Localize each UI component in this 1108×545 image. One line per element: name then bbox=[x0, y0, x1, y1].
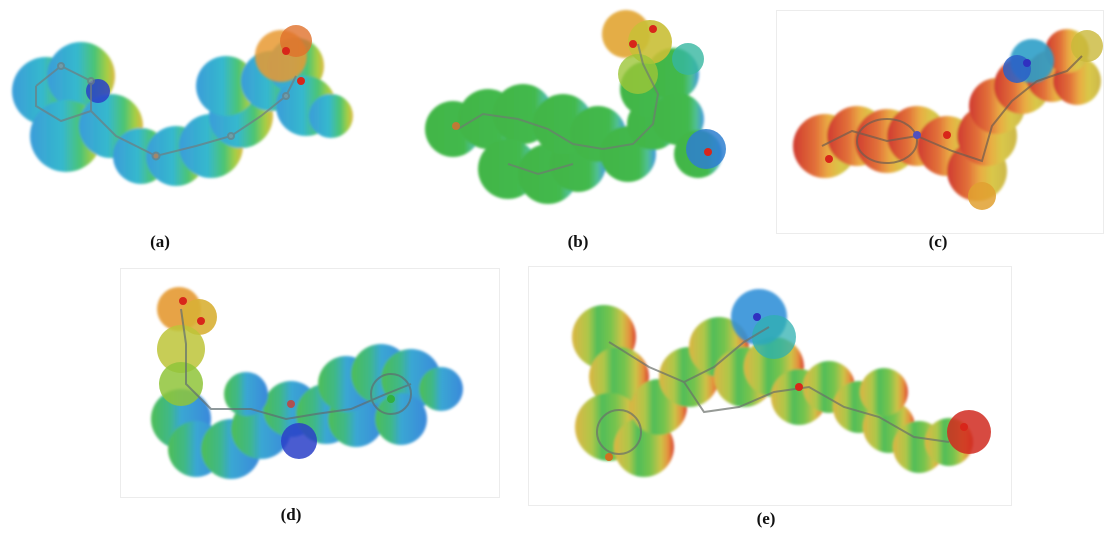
molecule-c-surface bbox=[793, 29, 1103, 210]
panel-a-label: (a) bbox=[150, 232, 170, 251]
panel-b-label: (b) bbox=[567, 232, 589, 251]
molecule-b-surface bbox=[425, 10, 726, 204]
molecule-e-surface bbox=[572, 289, 991, 477]
panel-e-image bbox=[528, 266, 1012, 506]
molecule-a-surface bbox=[12, 25, 353, 186]
panel-d-label: (d) bbox=[280, 505, 302, 524]
panel-c-label: (c) bbox=[928, 232, 948, 251]
panel-b-image bbox=[388, 4, 764, 232]
panel-a-image bbox=[6, 6, 378, 231]
panel-c-image bbox=[776, 10, 1104, 234]
molecule-d-surface bbox=[151, 287, 463, 479]
panel-e-label: (e) bbox=[756, 509, 776, 528]
panel-d-image bbox=[120, 268, 500, 498]
